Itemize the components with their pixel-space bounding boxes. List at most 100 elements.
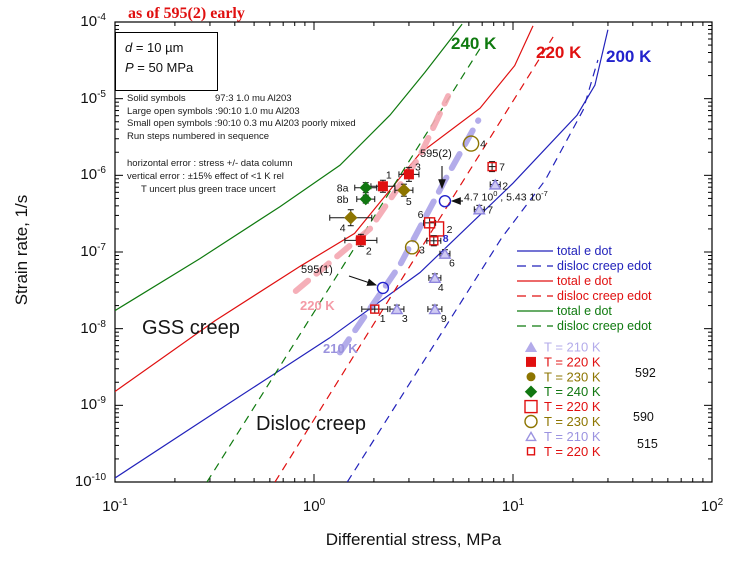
annotation-595-1: 595(1) <box>301 264 333 276</box>
square-marker <box>524 399 538 414</box>
curve-disloc-creep-edot-240-k <box>206 43 484 482</box>
legend-entry-label: T = 240 K <box>544 384 601 399</box>
legend-entry-label: T = 210 K <box>544 429 601 444</box>
curve-disloc-creep-edot-220-k <box>274 36 554 482</box>
x-tick-label: 100 <box>302 497 326 515</box>
square-marker <box>370 304 380 314</box>
x-tick-label: 10-1 <box>102 497 128 515</box>
diamond-marker <box>359 192 372 206</box>
curve-total-e-dot-220-k <box>115 25 534 393</box>
plot-frame <box>114 21 713 483</box>
curve-total-e-dot-240-k <box>115 23 463 312</box>
square-marker <box>355 235 366 246</box>
point-label: 4 <box>480 139 486 151</box>
square-marker <box>429 236 439 246</box>
error-note-horizontal: horizontal error : stress +/- data colum… <box>127 158 293 169</box>
square-marker <box>487 161 497 172</box>
x-tick-label: 102 <box>700 497 724 515</box>
legend-group-number: 592 <box>635 366 656 380</box>
point-label: 9 <box>441 313 447 325</box>
isotherm-label: 220 K <box>536 43 582 62</box>
point-label: 7 <box>499 162 505 174</box>
isotherm-label: 220 K <box>300 298 335 313</box>
legend-group-number: 515 <box>637 437 658 451</box>
circle-marker <box>376 281 390 295</box>
parameters-box: d = 10 µm P = 50 MPa <box>115 32 218 91</box>
y-tick-label: 10-4 <box>80 12 106 31</box>
circle-marker <box>438 194 452 208</box>
legend-group-number: 590 <box>633 410 654 424</box>
diamond-marker <box>344 211 358 225</box>
point-label: 1 <box>380 313 386 325</box>
circle-marker <box>526 372 536 382</box>
figure-title: as of 595(2) early <box>128 5 245 22</box>
y-axis-title: Strain rate, 1/s <box>12 194 31 306</box>
note-row: Large open symbols : 90:10 1.0 mu Al203 <box>127 105 300 117</box>
y-tick-label: 10-7 <box>80 242 106 261</box>
point-label: 4 <box>438 282 444 294</box>
triangle-marker <box>428 271 442 284</box>
legend-entry-label: total e dot <box>557 244 612 258</box>
legend-entry-label: T = 220 K <box>544 399 601 414</box>
param-pressure: P = 50 MPa <box>125 60 194 75</box>
point-label: 8a <box>337 183 349 195</box>
x-tick-label: 101 <box>501 497 525 515</box>
region-label-gss-creep: GSS creep <box>142 317 240 339</box>
legend-entry-label: disloc creep edot <box>557 319 652 333</box>
point-label: 4 <box>340 223 346 235</box>
point-label: 6 <box>449 258 455 270</box>
note-run-steps: Run steps numbered in sequence <box>127 130 270 142</box>
note-row: Small open symbols : 90:10 0.3 mu Al203 … <box>127 118 356 129</box>
triangle-marker <box>472 203 486 215</box>
legend-entry-label: total e dot <box>557 274 612 288</box>
point-label: 8b <box>337 194 349 206</box>
point-label: 2 <box>447 224 453 236</box>
point-label: 3 <box>402 313 408 325</box>
legend-entry-label: T = 220 K <box>544 444 601 459</box>
y-tick-label: 10-8 <box>80 318 106 337</box>
triangle-marker <box>390 303 404 315</box>
error-notes: horizontal error : stress +/- data colum… <box>127 157 293 196</box>
point-label: 7 <box>487 204 493 216</box>
triangle-marker <box>488 178 502 190</box>
isotherm-label: 240 K <box>451 34 497 53</box>
triangle-marker <box>524 341 538 352</box>
square-marker <box>526 447 536 456</box>
point-label: 2 <box>502 180 508 192</box>
y-tick-label: 10-6 <box>80 165 106 184</box>
y-tick-label: 10-9 <box>80 395 106 414</box>
point-label: 1 <box>386 169 392 181</box>
circle-marker <box>462 135 480 152</box>
diamond-marker <box>359 181 372 194</box>
annotation-595-2: 595(2) <box>420 148 452 160</box>
annotation-coordinates: 4.7 100 , 5.43 10-7 <box>464 189 548 204</box>
square-marker <box>526 356 536 367</box>
legend-entry-label: disloc creep edot <box>557 289 652 303</box>
isotherm-label: 200 K <box>606 47 652 66</box>
point-label: 5 <box>406 196 412 208</box>
legend-entry-label: disloc creep edot <box>557 259 652 273</box>
square-marker <box>403 169 414 180</box>
triangle-marker <box>428 303 442 315</box>
isotherm-label: 210 K <box>323 341 358 356</box>
legend-entry-label: T = 230 K <box>544 369 601 384</box>
square-marker <box>428 221 445 237</box>
triangle-marker <box>438 247 452 259</box>
y-tick-label: 10-5 <box>80 88 106 107</box>
error-note-vertical: vertical error : ±15% effect of <1 K rel <box>127 171 284 182</box>
square-marker <box>377 181 388 192</box>
annotation-arrow <box>348 275 378 286</box>
legend-entry-label: T = 220 K <box>544 354 601 369</box>
legend-entry-label: T = 210 K <box>544 340 601 355</box>
y-tick-label: 10-10 <box>74 472 106 491</box>
circle-marker <box>404 240 420 255</box>
symbol-key-notes: Solid symbols 97:3 1.0 mu Al203 Large op… <box>127 93 356 143</box>
point-label: 3 <box>419 244 425 256</box>
region-label-disloc-creep: Disloc creep <box>256 413 367 435</box>
point-label: 3 <box>415 161 421 173</box>
param-grain-size: d = 10 µm <box>125 40 184 55</box>
legend-entry-label: total e dot <box>557 304 612 318</box>
note-row: Solid symbols 97:3 1.0 mu Al203 <box>127 93 292 104</box>
